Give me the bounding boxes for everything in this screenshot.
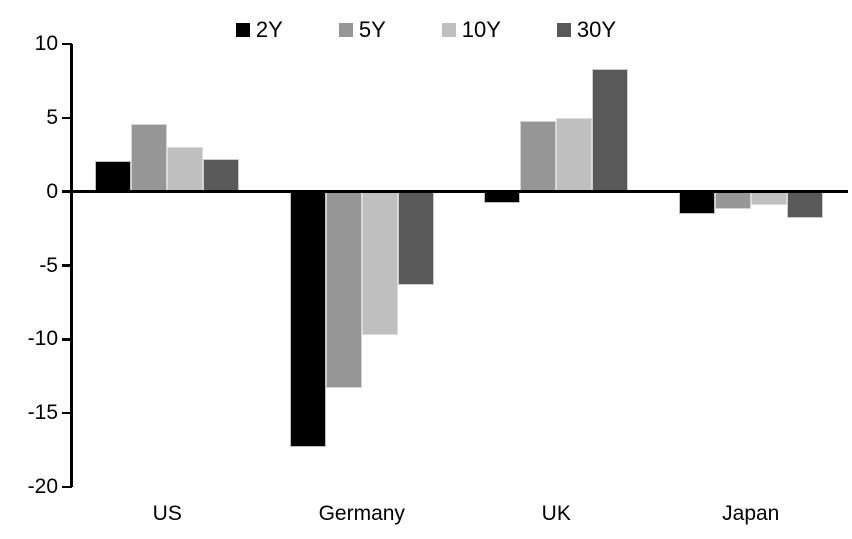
- bar-uk-5y: [520, 120, 557, 192]
- y-axis-tick-label: -10: [27, 327, 58, 351]
- bar-japan-2y: [678, 191, 715, 214]
- y-axis-tick: [62, 264, 72, 267]
- x-axis-category-label-us: US: [152, 502, 182, 525]
- bar-germany-5y: [325, 191, 362, 389]
- x-axis-category-label-germany: Germany: [318, 502, 405, 525]
- bar-japan-5y: [714, 191, 751, 210]
- y-axis-tick: [62, 338, 72, 341]
- legend-label: 10Y: [461, 17, 501, 42]
- legend-swatch-icon: [441, 23, 456, 37]
- x-axis-zero-line: [70, 190, 848, 194]
- chart-legend: 2Y 5Y 10Y 30Y: [0, 18, 852, 42]
- bar-uk-10y: [556, 117, 593, 192]
- bar-japan-10y: [750, 191, 787, 205]
- bar-uk-30y: [592, 69, 629, 192]
- bar-japan-30y: [786, 191, 823, 219]
- legend-item-30y: 30Y: [556, 17, 617, 42]
- legend-swatch-icon: [338, 23, 353, 37]
- legend-swatch-icon: [556, 23, 571, 37]
- bar-us-2y: [95, 160, 132, 192]
- y-axis-tick-label: 10: [34, 32, 58, 55]
- legend-label: 2Y: [255, 17, 283, 42]
- y-axis-tick: [62, 190, 72, 193]
- bar-us-5y: [131, 123, 168, 192]
- y-axis-tick: [62, 411, 72, 415]
- y-axis-tick: [62, 42, 72, 46]
- bar-us-10y: [167, 147, 204, 192]
- y-axis-tick-label: -20: [27, 475, 58, 498]
- legend-label: 30Y: [576, 17, 617, 42]
- y-axis-tick: [62, 116, 72, 120]
- legend-item-2y: 2Y: [235, 17, 283, 42]
- y-axis-tick-label: 5: [46, 105, 58, 129]
- legend-label: 5Y: [358, 17, 386, 42]
- legend-swatch-icon: [235, 23, 250, 37]
- y-axis-tick-label: 0: [46, 179, 58, 203]
- y-axis-tick-label: -5: [39, 253, 58, 277]
- x-axis-category-label-japan: Japan: [722, 502, 780, 525]
- plot-area: [62, 42, 848, 489]
- y-axis-tick-label: -15: [27, 401, 58, 425]
- x-axis-category-label-uk: UK: [541, 502, 571, 525]
- bar-germany-2y: [289, 191, 326, 448]
- legend-item-10y: 10Y: [441, 17, 501, 42]
- bar-us-30y: [203, 159, 240, 192]
- y-axis-tick: [62, 485, 72, 489]
- bar-uk-2y: [484, 191, 521, 204]
- legend-item-5y: 5Y: [338, 17, 386, 42]
- bar-germany-30y: [397, 191, 434, 285]
- bar-germany-10y: [361, 191, 398, 335]
